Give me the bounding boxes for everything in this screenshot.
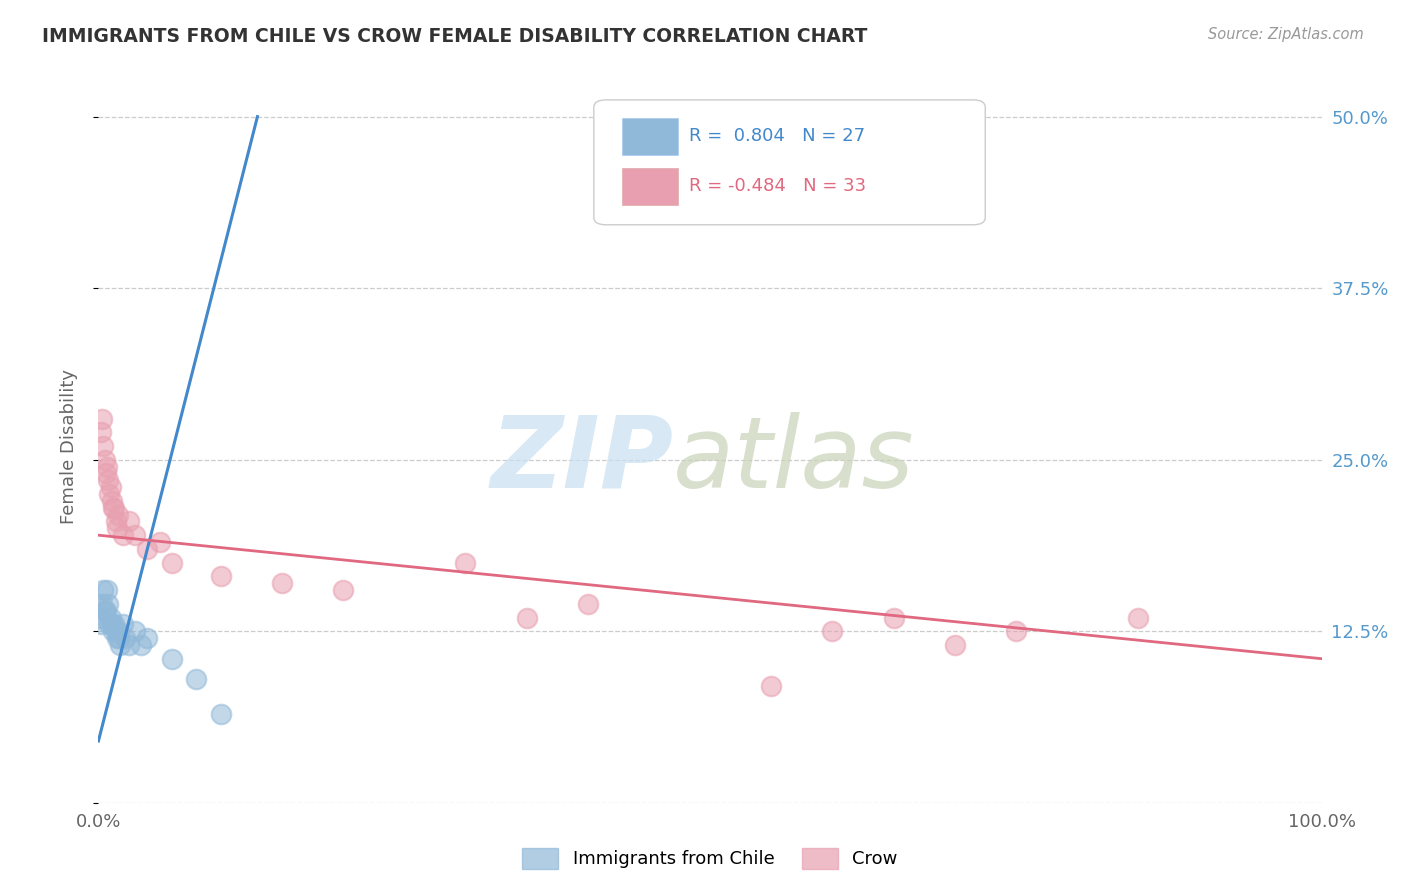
Point [111,617,134,632]
Point [114,631,136,645]
Point [270,576,294,591]
Point [136,631,159,645]
Text: IMMIGRANTS FROM CHILE VS CROW FEMALE DISABILITY CORRELATION CHART: IMMIGRANTS FROM CHILE VS CROW FEMALE DIS… [42,27,868,45]
Point [98,487,121,501]
Point [1004,624,1026,639]
FancyBboxPatch shape [621,118,678,155]
Point [105,631,128,645]
Point [111,528,134,542]
Point [160,556,183,570]
Point [91,411,114,425]
Text: R = -0.484   N = 33: R = -0.484 N = 33 [689,177,866,194]
Point [94,604,117,618]
Point [149,535,172,549]
Point [104,515,127,529]
Point [129,638,152,652]
Point [209,706,232,721]
Text: ZIP: ZIP [491,412,673,508]
Point [454,556,477,570]
Point [105,521,128,535]
Point [90,425,112,440]
Point [124,624,146,639]
Point [515,610,537,624]
Point [93,452,115,467]
Point [209,569,232,583]
Point [883,610,905,624]
Point [332,583,354,598]
Point [103,500,125,515]
Point [94,467,117,481]
Point [101,494,124,508]
FancyBboxPatch shape [621,168,678,205]
Point [761,679,783,693]
Point [98,617,121,632]
Legend: Immigrants from Chile, Crow: Immigrants from Chile, Crow [515,840,905,876]
Point [100,610,122,624]
Text: Source: ZipAtlas.com: Source: ZipAtlas.com [1208,27,1364,42]
Point [160,651,183,665]
Point [97,597,120,611]
Text: atlas: atlas [673,412,915,508]
Point [576,597,599,611]
Point [118,515,141,529]
Point [1128,610,1150,624]
Point [107,508,129,522]
Point [101,617,124,632]
FancyBboxPatch shape [593,100,986,225]
Point [124,528,146,542]
Point [96,459,118,474]
Point [943,638,966,652]
Y-axis label: Female Disability: Female Disability [59,368,77,524]
Point [91,583,114,598]
Point [107,624,129,639]
Point [101,500,124,515]
Point [96,583,118,598]
Point [91,597,114,611]
Point [110,638,132,652]
Text: R =  0.804   N = 27: R = 0.804 N = 27 [689,127,865,145]
Point [97,473,120,487]
Point [821,624,844,639]
Point [108,631,131,645]
Point [101,624,124,639]
Point [118,638,141,652]
Point [103,617,125,632]
Point [90,617,112,632]
Point [104,624,127,639]
Point [186,673,208,687]
Point [91,439,114,453]
Point [136,541,159,556]
Point [89,610,111,624]
Point [100,480,122,494]
Point [93,604,115,618]
